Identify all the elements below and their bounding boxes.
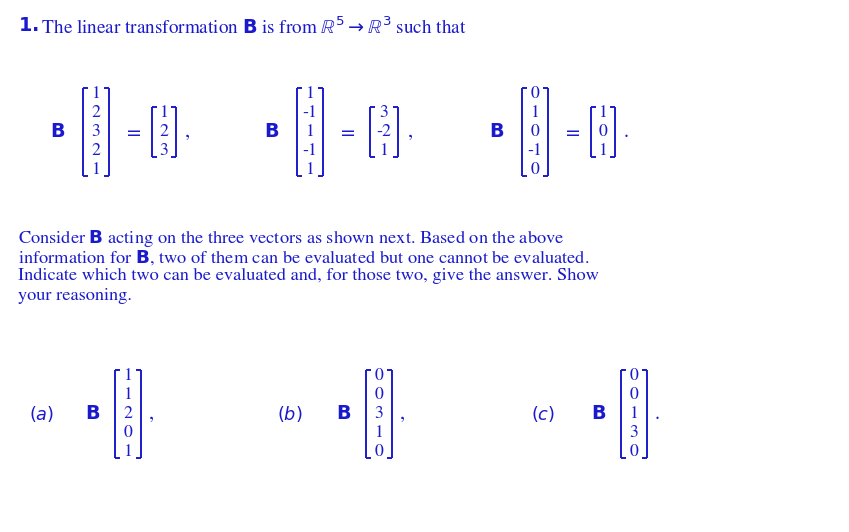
- Text: 1: 1: [599, 105, 607, 121]
- Text: $=$: $=$: [561, 123, 581, 140]
- Text: 1: 1: [306, 124, 314, 140]
- Text: $\mathbf{B}$: $\mathbf{B}$: [50, 123, 65, 141]
- Text: 3: 3: [380, 105, 389, 121]
- Text: .: .: [624, 122, 629, 142]
- Text: $(c)$: $(c)$: [531, 404, 555, 424]
- Text: 0: 0: [531, 162, 539, 178]
- Text: 0: 0: [374, 368, 384, 384]
- Text: your reasoning.: your reasoning.: [18, 288, 132, 304]
- Text: Consider $\mathbf{B}$ acting on the three vectors as shown next. Based on the ab: Consider $\mathbf{B}$ acting on the thre…: [18, 228, 565, 249]
- Text: 1: 1: [380, 143, 389, 159]
- Text: 0: 0: [630, 444, 638, 460]
- Text: $\mathbf{B}$: $\mathbf{B}$: [592, 405, 607, 423]
- Text: 2: 2: [123, 406, 132, 422]
- Text: .: .: [655, 404, 660, 424]
- Text: -1: -1: [302, 143, 318, 159]
- Text: 1: 1: [306, 86, 314, 102]
- Text: The linear transformation $\mathbf{B}$ is from $\mathbb{R}^5 \to \mathbb{R}^3$ s: The linear transformation $\mathbf{B}$ i…: [37, 17, 466, 38]
- Text: 1: 1: [374, 425, 384, 441]
- Text: 3: 3: [92, 124, 100, 140]
- Text: $(a)$: $(a)$: [30, 404, 54, 424]
- Text: 0: 0: [599, 124, 607, 140]
- Text: 3: 3: [630, 425, 638, 441]
- Text: $(b)$: $(b)$: [277, 404, 303, 424]
- Text: 1: 1: [630, 406, 638, 422]
- Text: -2: -2: [376, 124, 391, 140]
- Text: $\mathbf{B}$: $\mathbf{B}$: [489, 123, 504, 141]
- Text: 0: 0: [630, 368, 638, 384]
- Text: $\mathbf{B}$: $\mathbf{B}$: [264, 123, 279, 141]
- Text: 2: 2: [160, 124, 168, 140]
- Text: 1: 1: [599, 143, 607, 159]
- Text: 1: 1: [306, 162, 314, 178]
- Text: 3: 3: [374, 406, 384, 422]
- Text: ,: ,: [149, 404, 155, 424]
- Text: 0: 0: [124, 425, 132, 441]
- Text: $=$: $=$: [122, 123, 142, 140]
- Text: 1: 1: [531, 105, 539, 121]
- Text: 0: 0: [374, 387, 384, 403]
- Text: 0: 0: [531, 124, 539, 140]
- Text: Indicate which two can be evaluated and, for those two, give the answer. Show: Indicate which two can be evaluated and,…: [18, 268, 599, 284]
- Text: $=$: $=$: [336, 123, 356, 140]
- Text: ,: ,: [185, 122, 190, 142]
- Text: 0: 0: [531, 86, 539, 102]
- Text: 1: 1: [92, 86, 100, 102]
- Text: 3: 3: [160, 143, 168, 159]
- Text: 1: 1: [92, 162, 100, 178]
- Text: ,: ,: [408, 122, 413, 142]
- Text: -1: -1: [302, 105, 318, 121]
- Text: 0: 0: [630, 387, 638, 403]
- Text: $\mathbf{B}$: $\mathbf{B}$: [336, 405, 351, 423]
- Text: ,: ,: [400, 404, 405, 424]
- Text: 1: 1: [124, 444, 132, 460]
- Text: 2: 2: [92, 143, 100, 159]
- Text: -1: -1: [527, 143, 543, 159]
- Text: information for $\mathbf{B}$, two of them can be evaluated but one cannot be eva: information for $\mathbf{B}$, two of the…: [18, 248, 589, 267]
- Text: 1: 1: [124, 387, 132, 403]
- Text: 0: 0: [374, 444, 384, 460]
- Text: 1: 1: [160, 105, 168, 121]
- Text: 1: 1: [124, 368, 132, 384]
- Text: $\mathbf{1.}$: $\mathbf{1.}$: [18, 17, 39, 35]
- Text: 2: 2: [92, 105, 100, 121]
- Text: $\mathbf{B}$: $\mathbf{B}$: [86, 405, 101, 423]
